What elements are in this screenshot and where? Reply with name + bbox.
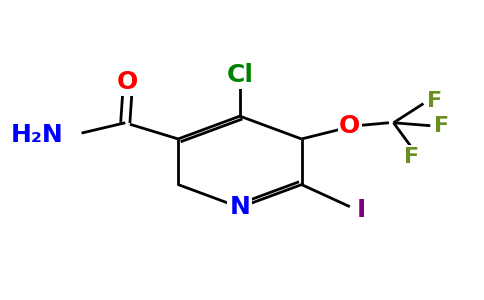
Text: F: F xyxy=(404,147,420,166)
Text: H₂N: H₂N xyxy=(11,122,63,146)
Text: O: O xyxy=(117,70,138,94)
Text: I: I xyxy=(357,198,366,222)
Text: Cl: Cl xyxy=(227,63,253,87)
Text: F: F xyxy=(434,116,449,136)
Text: N: N xyxy=(229,195,250,219)
Text: F: F xyxy=(427,91,442,111)
Text: O: O xyxy=(339,114,361,138)
